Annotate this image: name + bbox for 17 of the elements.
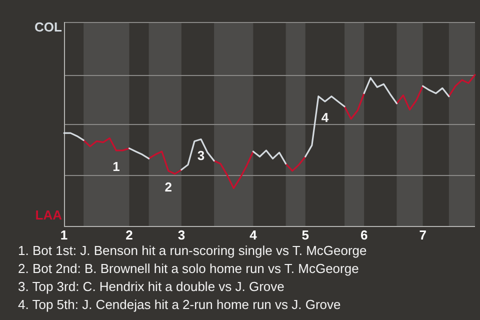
x-tick-label: 2 (126, 227, 133, 242)
text: LAA (35, 208, 63, 223)
text: 2. Bot 2nd: B. Brownell hit a solo home run vs T. McGeorge (18, 260, 360, 278)
annotation: 4 (321, 110, 330, 126)
text: 3. Top 3rd: C. Hendrix hit a double vs J. Grove (18, 278, 286, 296)
annotation: 2 (164, 179, 172, 194)
x-tick-label: 5 (302, 227, 309, 242)
x-tick-label: 1 (60, 227, 68, 242)
text: 1. Bot 1st: J. Benson hit a run-scoring single vs T. McGeorge (18, 242, 367, 260)
annotation: 1 (112, 159, 120, 174)
x-tick-label: 6 (360, 227, 368, 242)
annotation: 3 (197, 148, 205, 163)
x-tick-label: 3 (178, 227, 186, 242)
x-tick-label: 7 (419, 227, 426, 242)
text: 4. Top 5th: J. Cendejas hit a 2-run home run vs J. Grove (18, 296, 342, 314)
text: COL (34, 20, 62, 35)
x-tick-label: 4 (250, 227, 258, 242)
